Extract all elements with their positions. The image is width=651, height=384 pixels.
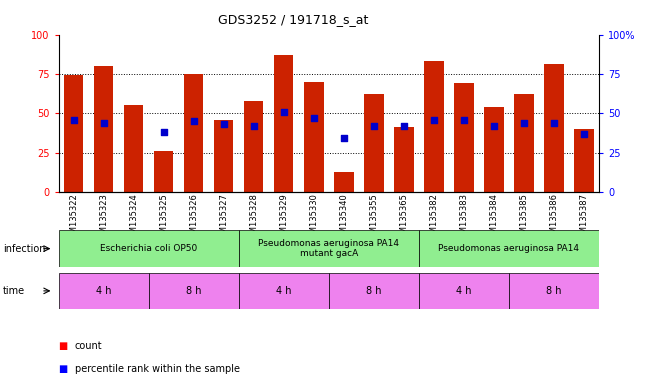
Bar [484, 107, 504, 192]
Point [98, 120, 109, 126]
Bar [329, 273, 419, 309]
Bar [214, 119, 234, 192]
Text: Escherichia coli OP50: Escherichia coli OP50 [100, 244, 197, 253]
Bar [154, 151, 173, 192]
Point [579, 131, 589, 137]
Text: 4 h: 4 h [456, 286, 471, 296]
Bar [454, 83, 473, 192]
Point [519, 120, 529, 126]
Point [279, 109, 289, 115]
Bar [274, 55, 294, 192]
Bar [64, 76, 83, 192]
Text: GDS3252 / 191718_s_at: GDS3252 / 191718_s_at [218, 13, 368, 26]
Bar [574, 129, 594, 192]
Bar [184, 74, 203, 192]
Point [189, 118, 199, 124]
Point [219, 121, 229, 127]
Bar [59, 273, 148, 309]
Point [249, 123, 259, 129]
Bar [124, 106, 143, 192]
Point [428, 116, 439, 122]
Bar [514, 94, 534, 192]
Point [309, 115, 319, 121]
Bar [334, 172, 353, 192]
Text: 8 h: 8 h [366, 286, 381, 296]
Bar [394, 127, 413, 192]
Bar [544, 65, 564, 192]
Point [458, 116, 469, 122]
Point [339, 136, 349, 142]
Text: Pseudomonas aeruginosa PA14
mutant gacA: Pseudomonas aeruginosa PA14 mutant gacA [258, 239, 399, 258]
Point [68, 116, 79, 122]
Bar [59, 230, 239, 267]
Bar [148, 273, 239, 309]
Point [368, 123, 379, 129]
Point [158, 129, 169, 135]
Text: 8 h: 8 h [546, 286, 562, 296]
Bar [239, 230, 419, 267]
Bar [304, 82, 324, 192]
Bar [419, 230, 599, 267]
Point [549, 120, 559, 126]
Text: ■: ■ [59, 341, 68, 351]
Bar [94, 66, 113, 192]
Bar [424, 61, 443, 192]
Bar [509, 273, 599, 309]
Point [398, 123, 409, 129]
Bar [419, 273, 509, 309]
Bar [239, 273, 329, 309]
Text: infection: infection [3, 243, 46, 254]
Text: percentile rank within the sample: percentile rank within the sample [75, 364, 240, 374]
Text: 8 h: 8 h [186, 286, 201, 296]
Text: time: time [3, 286, 25, 296]
Text: count: count [75, 341, 102, 351]
Bar [244, 101, 264, 192]
Text: 4 h: 4 h [276, 286, 292, 296]
Point [489, 123, 499, 129]
Text: ■: ■ [59, 364, 68, 374]
Text: Pseudomonas aeruginosa PA14: Pseudomonas aeruginosa PA14 [438, 244, 579, 253]
Text: 4 h: 4 h [96, 286, 111, 296]
Bar [364, 94, 383, 192]
